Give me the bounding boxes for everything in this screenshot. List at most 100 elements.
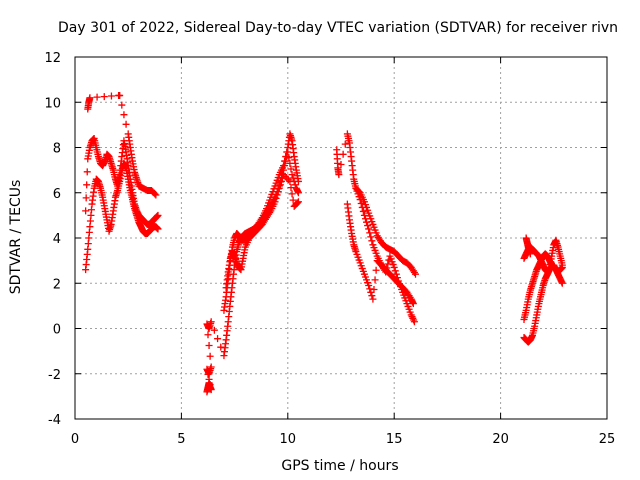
data-point bbox=[282, 157, 290, 165]
data-point bbox=[360, 211, 368, 219]
y-tick-label: 0 bbox=[53, 323, 61, 338]
y-tick-label: 12 bbox=[44, 51, 61, 66]
x-tick-label: 5 bbox=[177, 432, 185, 447]
data-point bbox=[273, 191, 281, 199]
data-point bbox=[286, 177, 294, 185]
data-point bbox=[152, 191, 160, 199]
data-point bbox=[367, 233, 375, 241]
data-points bbox=[82, 91, 566, 396]
data-point bbox=[287, 184, 295, 192]
data-point bbox=[276, 181, 284, 189]
data-point bbox=[368, 292, 376, 300]
data-point bbox=[83, 168, 91, 176]
x-tick-label: 20 bbox=[492, 432, 509, 447]
data-point bbox=[558, 279, 566, 287]
x-axis-label: GPS time / hours bbox=[281, 458, 398, 474]
y-tick-label: -4 bbox=[48, 413, 61, 428]
data-point bbox=[154, 211, 162, 219]
data-point bbox=[287, 165, 295, 173]
data-point bbox=[207, 318, 215, 326]
data-point bbox=[122, 120, 130, 128]
data-point bbox=[281, 162, 289, 170]
data-point bbox=[359, 207, 367, 215]
data-point bbox=[357, 199, 365, 207]
y-tick-label: -2 bbox=[48, 368, 61, 383]
series-arc-1c bbox=[84, 91, 160, 199]
data-point bbox=[294, 189, 302, 197]
data-point bbox=[204, 331, 212, 339]
data-point bbox=[288, 171, 296, 179]
y-tick-label: 4 bbox=[53, 232, 61, 247]
data-point bbox=[383, 264, 391, 272]
data-point bbox=[288, 190, 296, 198]
data-point bbox=[335, 171, 343, 179]
data-point bbox=[341, 140, 349, 148]
data-point bbox=[82, 207, 90, 215]
x-tick-label: 15 bbox=[386, 432, 403, 447]
data-point bbox=[285, 154, 293, 162]
data-point bbox=[293, 199, 301, 207]
data-point bbox=[382, 268, 390, 276]
axis-ticks: 0 5 10 15 20 25 -4 -2 0 2 4 6 8 10 12 bbox=[44, 51, 615, 447]
data-point bbox=[337, 160, 345, 168]
data-point bbox=[390, 263, 398, 271]
data-point bbox=[214, 335, 222, 343]
data-point bbox=[411, 270, 419, 278]
data-point bbox=[120, 111, 128, 119]
data-point bbox=[154, 225, 162, 233]
data-point bbox=[369, 295, 377, 303]
data-point bbox=[365, 282, 373, 290]
data-point bbox=[286, 159, 294, 167]
data-point bbox=[277, 177, 285, 185]
data-point bbox=[366, 229, 374, 237]
gridlines bbox=[75, 57, 607, 419]
data-point bbox=[82, 194, 90, 202]
series-arc-1b bbox=[82, 159, 162, 274]
y-tick-label: 2 bbox=[53, 277, 61, 292]
data-point bbox=[86, 94, 94, 102]
data-point bbox=[274, 188, 282, 196]
y-tick-label: 6 bbox=[53, 187, 61, 202]
data-point bbox=[410, 318, 418, 326]
data-point bbox=[368, 237, 376, 245]
data-point bbox=[391, 267, 399, 275]
data-point bbox=[371, 276, 379, 284]
series-arc-4c bbox=[520, 250, 566, 323]
data-point bbox=[393, 274, 401, 282]
y-tick-label: 10 bbox=[44, 96, 61, 111]
chart-title: Day 301 of 2022, Sidereal Day-to-day VTE… bbox=[58, 20, 618, 36]
data-point bbox=[392, 270, 400, 278]
data-point bbox=[272, 194, 280, 202]
data-point bbox=[206, 352, 214, 360]
data-point bbox=[284, 148, 292, 156]
data-point bbox=[289, 174, 297, 182]
data-point bbox=[107, 92, 115, 100]
data-point bbox=[364, 222, 372, 230]
data-point bbox=[271, 198, 279, 206]
data-point bbox=[358, 203, 366, 211]
data-point bbox=[205, 341, 213, 349]
y-tick-label: 8 bbox=[53, 142, 61, 157]
data-point bbox=[294, 198, 302, 206]
x-tick-label: 0 bbox=[71, 432, 79, 447]
data-point bbox=[207, 363, 215, 371]
data-point bbox=[275, 184, 283, 192]
data-point bbox=[356, 196, 364, 204]
data-point bbox=[291, 181, 299, 189]
data-point bbox=[116, 91, 124, 99]
data-point bbox=[83, 181, 91, 189]
data-point bbox=[100, 93, 108, 101]
data-point bbox=[409, 300, 417, 308]
data-point bbox=[289, 196, 297, 204]
x-tick-label: 25 bbox=[599, 432, 616, 447]
data-point bbox=[210, 326, 218, 334]
data-point bbox=[118, 101, 126, 109]
data-point bbox=[363, 218, 371, 226]
data-point bbox=[365, 225, 373, 233]
data-point bbox=[206, 380, 214, 388]
data-point bbox=[207, 386, 215, 394]
data-point bbox=[151, 190, 159, 198]
data-point bbox=[339, 150, 347, 158]
